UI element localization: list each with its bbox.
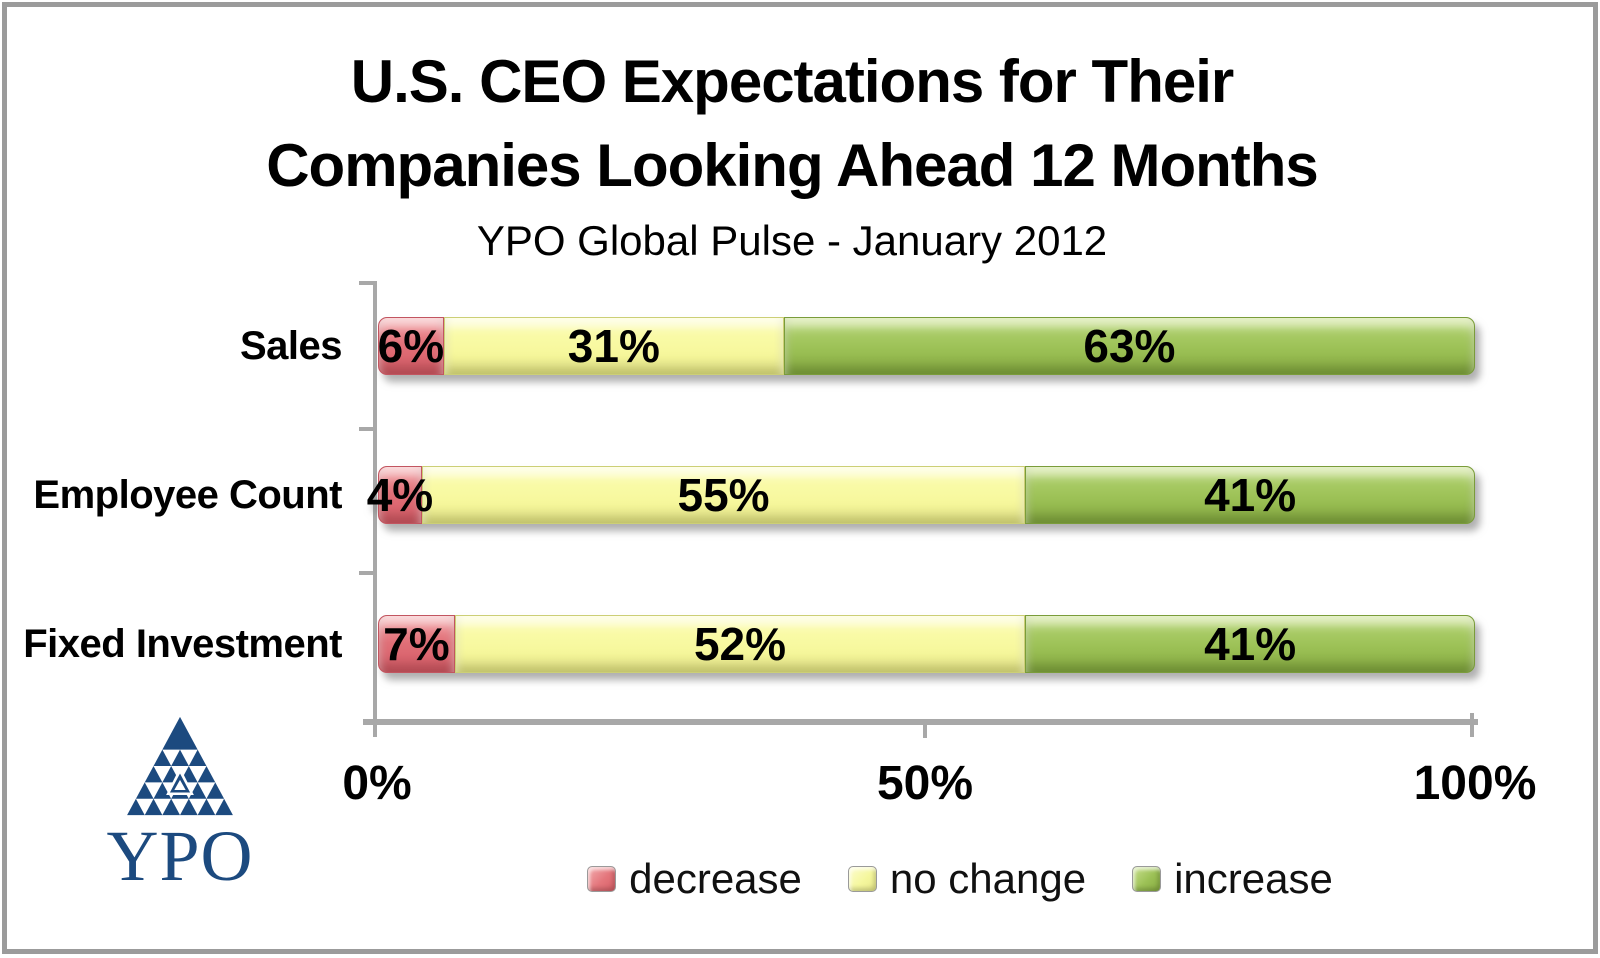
x-tick-label-50: 50% xyxy=(876,757,974,810)
bar-value-label: 41% xyxy=(1204,469,1297,521)
bar-value-label: 41% xyxy=(1204,618,1297,670)
legend-item-decrease: decrease xyxy=(587,855,802,902)
legend-swatch-no-change-icon xyxy=(847,866,877,892)
chart-title-line2: Companies Looking Ahead 12 Months xyxy=(266,132,1319,199)
legend-label: decrease xyxy=(629,855,802,902)
bar-value-label: 52% xyxy=(693,618,787,670)
legend-item-no-change: no change xyxy=(847,855,1087,902)
x-axis-tick-50 xyxy=(923,725,927,738)
bar-row-fixed-investment: 7% 52% 41% xyxy=(378,615,1475,673)
legend-swatch-increase-icon xyxy=(1132,866,1162,892)
bar-value-label: 7% xyxy=(383,618,450,670)
bar-row-employee-count: 4% 55% 41% xyxy=(367,466,1475,524)
category-label-employee-count: Employee Count xyxy=(33,473,342,517)
bar-value-label: 4% xyxy=(366,469,434,521)
bar-segment-no-change: 55% xyxy=(421,466,1026,524)
legend-label: no change xyxy=(889,855,1087,902)
y-axis-line xyxy=(373,281,377,737)
legend: decrease no change increase xyxy=(570,855,1350,902)
ypo-logo: YPO xyxy=(100,714,260,892)
bar-segment-decrease: 6% xyxy=(378,317,444,375)
bar-value-label: 31% xyxy=(567,320,660,372)
category-label-fixed-investment: Fixed Investment xyxy=(23,622,342,666)
x-tick-label-0: 0% xyxy=(342,757,412,810)
bar-value-label: 55% xyxy=(677,469,770,521)
category-label-sales: Sales xyxy=(239,324,343,368)
legend-label: increase xyxy=(1174,855,1333,902)
ypo-logo-text: YPO xyxy=(106,816,254,896)
y-axis-tick xyxy=(359,281,374,285)
x-axis-line xyxy=(363,719,1478,725)
x-tick-label-100: 100% xyxy=(1413,757,1537,810)
y-axis-tick xyxy=(359,571,374,575)
x-axis-tick-100 xyxy=(1470,713,1474,737)
chart-subtitle: YPO Global Pulse - January 2012 xyxy=(476,217,1108,264)
bar-value-label: 63% xyxy=(1083,320,1176,372)
bar-segment-increase: 41% xyxy=(1025,466,1475,524)
bar-row-sales: 6% 31% 63% xyxy=(378,317,1475,375)
legend-swatch-decrease-icon xyxy=(587,866,617,892)
ypo-triangle-icon xyxy=(127,716,233,816)
bar-value-label: 6% xyxy=(377,320,445,372)
bar-segment-no-change: 52% xyxy=(454,615,1026,673)
bar-segment-decrease: 4% xyxy=(367,466,433,524)
bar-segment-increase: 41% xyxy=(1025,615,1475,673)
chart-title-line1: U.S. CEO Expectations for Their xyxy=(350,48,1235,115)
bar-segment-decrease: 7% xyxy=(378,615,455,673)
legend-item-increase: increase xyxy=(1132,855,1333,902)
chart-title: U.S. CEO Expectations for Their Companie… xyxy=(0,40,1584,208)
bar-segment-increase: 63% xyxy=(783,317,1475,375)
y-axis-tick xyxy=(359,427,374,431)
bar-segment-no-change: 31% xyxy=(443,317,784,375)
